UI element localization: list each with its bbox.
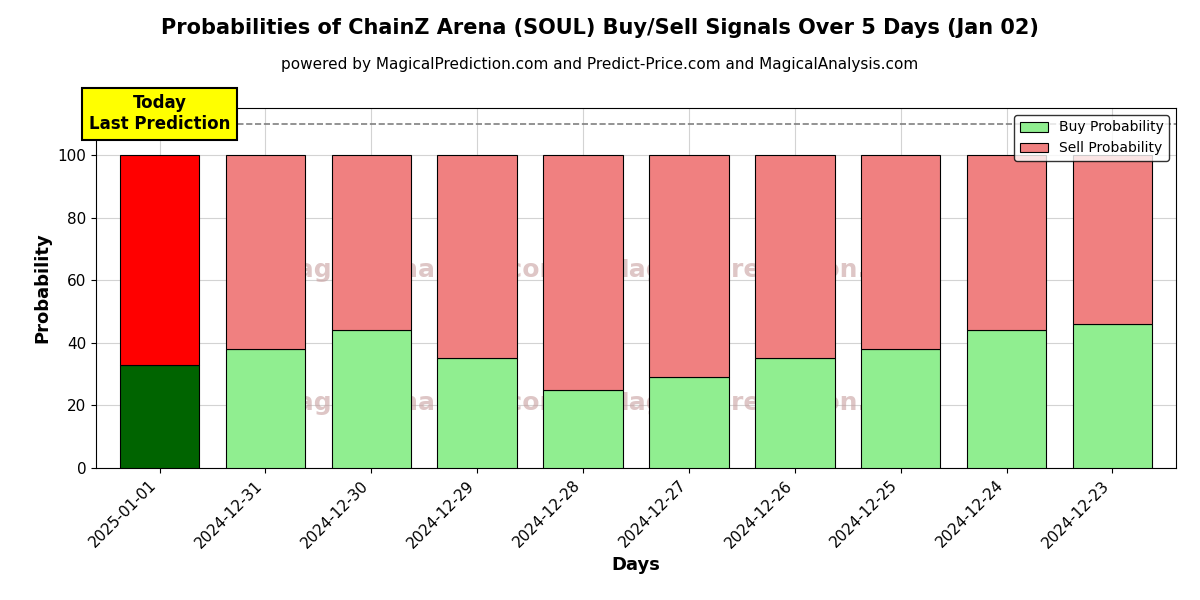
X-axis label: Days: Days: [612, 556, 660, 574]
Text: MagicalAnalysis.com: MagicalAnalysis.com: [274, 258, 566, 282]
Bar: [120, 365, 199, 468]
Text: Probabilities of ChainZ Arena (SOUL) Buy/Sell Signals Over 5 Days (Jan 02): Probabilities of ChainZ Arena (SOUL) Buy…: [161, 18, 1039, 38]
Text: MagicalPrediction.com: MagicalPrediction.com: [605, 258, 926, 282]
Bar: [226, 155, 305, 349]
Text: Today
Last Prediction: Today Last Prediction: [89, 94, 230, 133]
Bar: [1073, 324, 1152, 468]
Bar: [438, 358, 517, 468]
Text: MagicalAnalysis.com: MagicalAnalysis.com: [274, 391, 566, 415]
Bar: [755, 155, 834, 358]
Bar: [544, 390, 623, 468]
Bar: [649, 155, 728, 377]
Y-axis label: Probability: Probability: [34, 233, 52, 343]
Bar: [967, 330, 1046, 468]
Bar: [120, 155, 199, 365]
Text: MagicalPrediction.com: MagicalPrediction.com: [605, 391, 926, 415]
Bar: [649, 377, 728, 468]
Bar: [862, 349, 941, 468]
Bar: [331, 330, 412, 468]
Bar: [967, 155, 1046, 330]
Bar: [1073, 155, 1152, 324]
Bar: [862, 155, 941, 349]
Bar: [331, 155, 412, 330]
Bar: [226, 349, 305, 468]
Text: powered by MagicalPrediction.com and Predict-Price.com and MagicalAnalysis.com: powered by MagicalPrediction.com and Pre…: [281, 57, 919, 72]
Bar: [755, 358, 834, 468]
Bar: [438, 155, 517, 358]
Legend: Buy Probability, Sell Probability: Buy Probability, Sell Probability: [1014, 115, 1169, 161]
Bar: [544, 155, 623, 390]
